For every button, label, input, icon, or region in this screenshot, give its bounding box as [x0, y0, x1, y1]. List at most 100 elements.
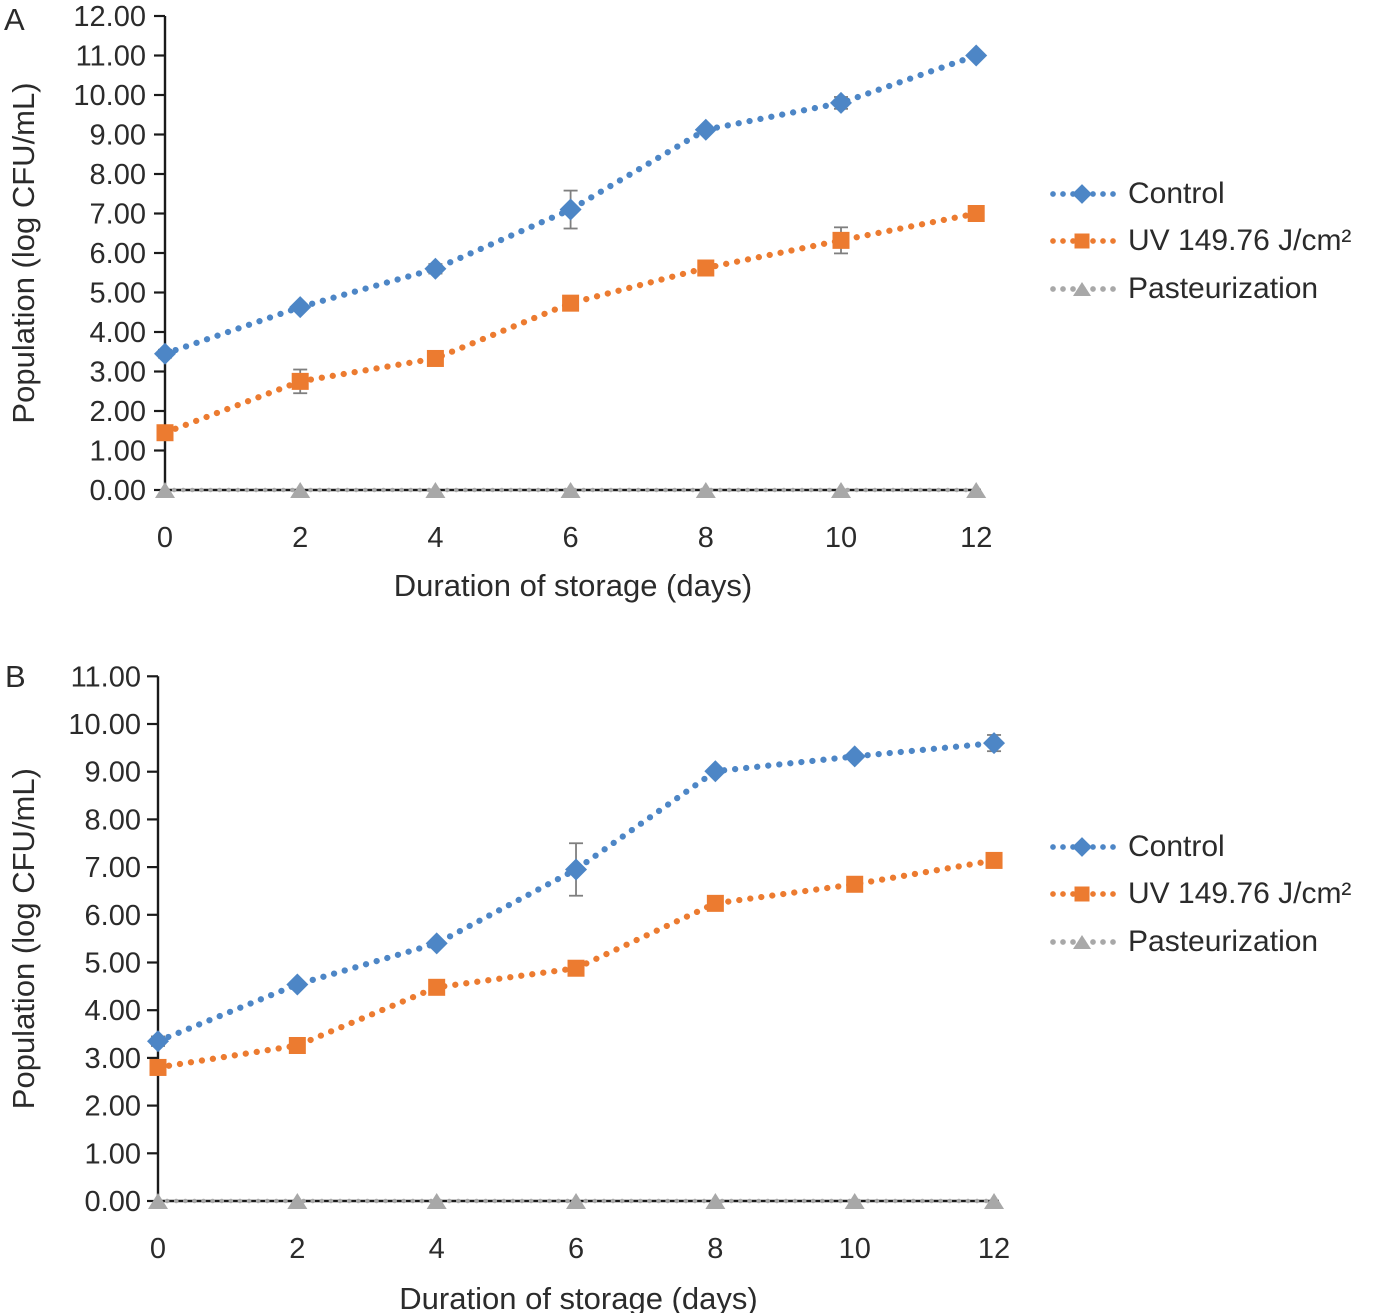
uv-legend-swatch [1048, 885, 1116, 903]
diamond-marker [704, 760, 727, 783]
legend-item-control: Control [1048, 823, 1351, 871]
diamond-marker [565, 858, 588, 881]
y-tick-label: 10.00 [68, 709, 141, 741]
series-triangle [155, 482, 987, 498]
square-marker-icon [1074, 886, 1090, 902]
square-marker [156, 424, 174, 442]
x-tick-label: 10 [839, 1233, 871, 1265]
y-tick-label: 9.00 [85, 757, 141, 789]
triangle-marker [148, 1193, 168, 1209]
legend-item-uv: UV 149.76 J/cm² [1048, 218, 1351, 266]
square-marker [567, 959, 585, 977]
legend-label: Control [1128, 829, 1225, 863]
y-tick-label: 2.00 [90, 396, 146, 428]
legend-item-control: Control [1048, 170, 1351, 218]
legend-label: Pasteurization [1128, 924, 1319, 958]
y-axis-title: Population (log CFU/mL) [6, 82, 41, 423]
y-tick-label: 0.00 [85, 1186, 141, 1218]
series-line [161, 210, 980, 436]
x-tick-label: 8 [698, 522, 714, 554]
x-tick-label: 0 [150, 1233, 166, 1265]
y-tick-label: 4.00 [85, 995, 141, 1027]
x-axis-title: Duration of storage (days) [394, 568, 752, 603]
triangle-marker [287, 1193, 308, 1209]
x-tick-label: 2 [292, 522, 308, 554]
square-marker [562, 294, 580, 312]
x-tick-label: 8 [707, 1233, 723, 1265]
y-tick-label: 6.00 [90, 238, 146, 270]
y-tick-label: 11.00 [76, 41, 146, 73]
square-marker [428, 978, 446, 996]
x-tick-label: 4 [429, 1233, 445, 1265]
panel-A-x-axis: 0 2 4 6 8 10 12 Duration of storage (days) [157, 488, 992, 603]
y-tick-label: 0.00 [90, 475, 146, 507]
diamond-marker [154, 342, 176, 365]
diamond-marker [289, 296, 312, 319]
triangle-marker [425, 482, 446, 498]
y-tick-label: 8.00 [90, 159, 146, 191]
triangle-marker [984, 1193, 1005, 1209]
panel-B-y-axis: 0.00 1.00 2.00 3.00 4.00 5.00 6.00 7.00 8.00 9.00… [6, 661, 160, 1218]
y-tick-label: 7.00 [90, 199, 146, 231]
series-diamond [147, 732, 1006, 1053]
y-tick-label: 1.00 [90, 436, 146, 468]
diamond-marker-icon [1072, 183, 1092, 204]
triangle-marker [155, 482, 175, 498]
diamond-marker [147, 1030, 169, 1053]
x-tick-label: 10 [825, 522, 857, 554]
y-tick-label: 7.00 [85, 852, 141, 884]
diamond-marker [983, 732, 1006, 755]
triangle-marker [426, 1193, 447, 1209]
diamond-marker [830, 91, 852, 114]
triangle-marker [560, 482, 581, 498]
legend-label: UV 149.76 J/cm² [1128, 877, 1352, 911]
legend-item-uv: UV 149.76 J/cm² [1048, 871, 1351, 919]
x-tick-label: 2 [289, 1233, 305, 1265]
legend-label: Pasteurization [1128, 271, 1319, 305]
x-axis-title: Duration of storage (days) [399, 1281, 757, 1313]
square-marker [426, 349, 444, 367]
legend-label: UV 149.76 J/cm² [1128, 224, 1352, 258]
diamond-marker [843, 745, 866, 768]
diamond-marker [559, 198, 582, 221]
square-marker [985, 851, 1003, 869]
y-tick-label: 2.00 [85, 1091, 141, 1123]
x-tick-label: 0 [157, 522, 173, 554]
triangle-marker [566, 1193, 587, 1209]
y-tick-label: 5.00 [90, 278, 146, 310]
control-legend-swatch [1048, 183, 1116, 204]
triangle-marker [844, 1193, 865, 1209]
panel-a-label: A [4, 2, 25, 37]
diamond-marker-icon [1072, 836, 1092, 857]
legend-panel-a: Control UV 149.76 J/cm² Pasteurization [1048, 170, 1351, 313]
triangle-marker [290, 482, 311, 498]
square-marker [291, 372, 309, 390]
series-diamond [154, 44, 988, 365]
square-marker-icon [1074, 233, 1090, 249]
x-tick-label: 12 [960, 522, 992, 554]
triangle-marker [705, 1193, 726, 1209]
control-legend-swatch [1048, 836, 1116, 857]
panel-b-label: B [5, 659, 26, 694]
square-marker [846, 875, 864, 893]
legend-panel-b: Control UV 149.76 J/cm² Pasteurization [1048, 823, 1351, 966]
y-tick-label: 5.00 [85, 948, 141, 980]
series-square [149, 851, 1003, 1076]
square-marker [967, 205, 985, 222]
series-triangle [148, 1193, 1005, 1209]
series-square [156, 205, 985, 442]
triangle-marker [831, 482, 851, 498]
diamond-marker [425, 932, 448, 955]
y-axis-title: Population (log CFU/mL) [6, 768, 41, 1109]
y-tick-label: 12.00 [73, 1, 146, 33]
y-tick-label: 3.00 [85, 1043, 141, 1075]
panel-A-y-axis: 0.00 1.00 2.00 3.00 4.00 5.00 6.00 7.00 8.00 9.00… [6, 1, 167, 507]
y-tick-label: 11.00 [71, 661, 141, 693]
pasteurization-legend-swatch [1048, 933, 1116, 951]
panel-A: 0.00 1.00 2.00 3.00 4.00 5.00 6.00 7.00 8.00 9.00… [6, 1, 992, 603]
y-tick-label: 9.00 [90, 120, 146, 152]
diamond-marker [694, 118, 717, 141]
square-marker [706, 894, 724, 912]
